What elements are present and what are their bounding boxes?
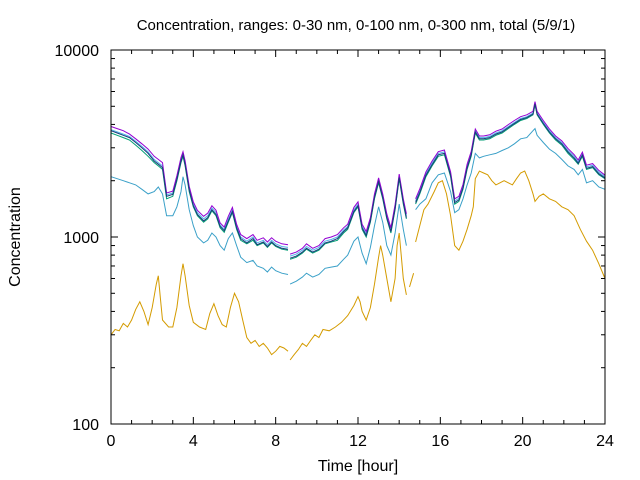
- series-layer: [110, 101, 606, 361]
- x-tick-label: 0: [107, 433, 116, 450]
- chart-title: Concentration, ranges: 0-30 nm, 0-100 nm…: [137, 17, 576, 34]
- series-line-3: [110, 104, 606, 260]
- tick-layer: [110, 49, 606, 425]
- x-tick-label: 8: [271, 433, 280, 450]
- series-line-6: [110, 103, 606, 259]
- y-tick-label: 100: [72, 417, 99, 434]
- x-tick-label: 24: [596, 433, 614, 450]
- plot-frame: [110, 49, 606, 425]
- series-line-5: [110, 101, 606, 255]
- series-line-4: [110, 102, 606, 257]
- tick-label-layer: 0 4 8 12 16 20 24 100 1000 10000: [55, 43, 615, 450]
- x-tick-label: 12: [349, 433, 367, 450]
- x-tick-label: 16: [431, 433, 449, 450]
- x-tick-label: 4: [189, 433, 198, 450]
- x-axis-label: Time [hour]: [318, 458, 398, 475]
- series-line-1: [110, 170, 606, 361]
- x-tick-label: 20: [514, 433, 532, 450]
- series-line-2: [110, 127, 606, 285]
- y-tick-label: 1000: [63, 230, 99, 247]
- y-axis-label: Concentration: [7, 187, 24, 287]
- y-tick-label: 10000: [55, 43, 100, 60]
